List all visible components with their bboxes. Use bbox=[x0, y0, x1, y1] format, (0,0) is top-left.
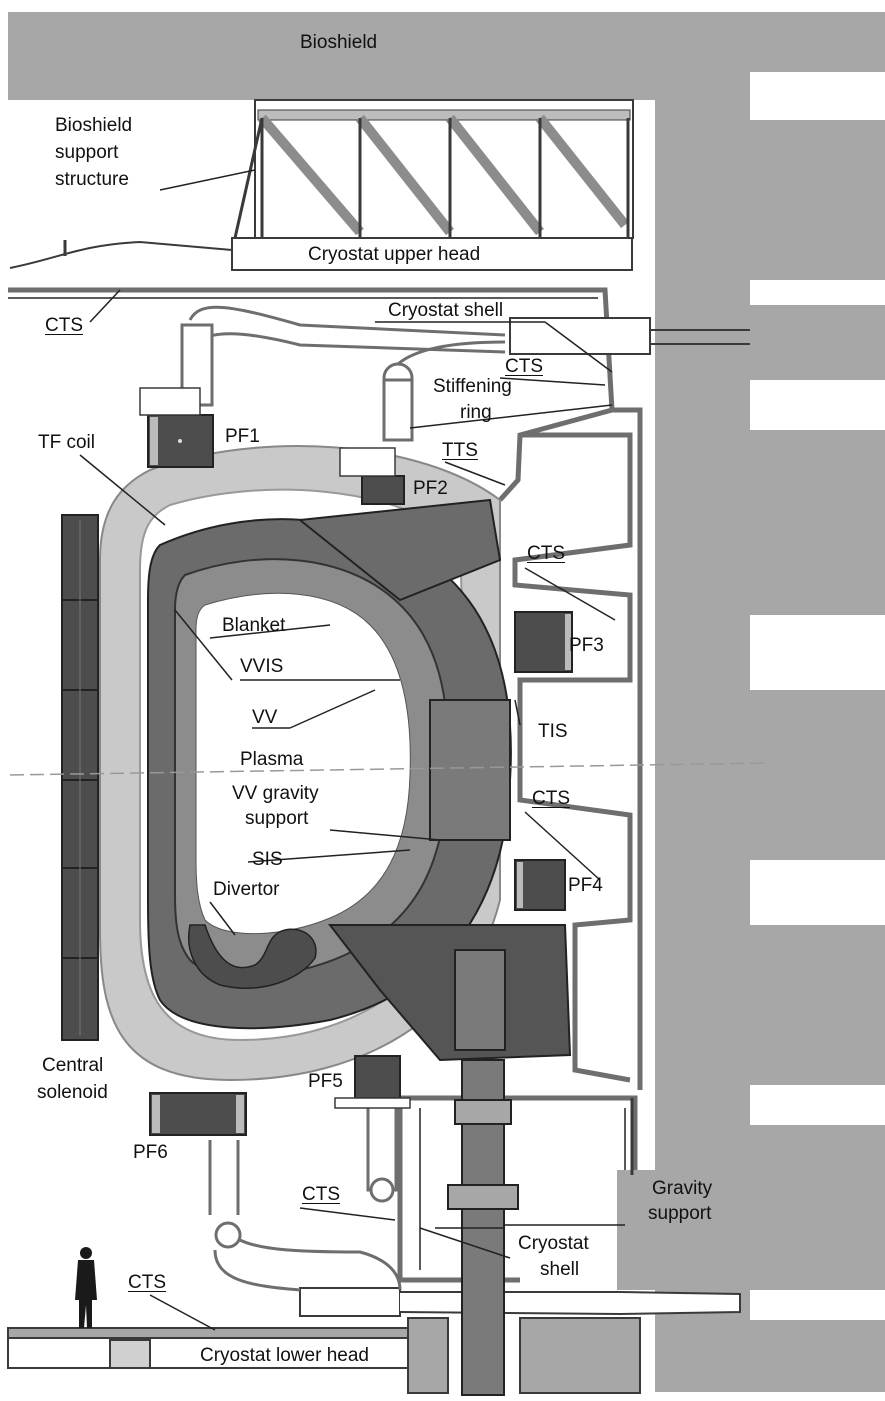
central-solenoid-stack bbox=[61, 514, 99, 1041]
label-tf-coil: TF coil bbox=[38, 432, 95, 453]
label-cryostat-shell-bottom-line1: Cryostat bbox=[518, 1233, 589, 1254]
label-bioshield-support-line2: support bbox=[55, 142, 119, 163]
upper-port-extension bbox=[297, 498, 502, 602]
label-central-solenoid-line2: solenoid bbox=[37, 1082, 108, 1103]
midplane-line bbox=[9, 762, 771, 776]
label-pf3: PF3 bbox=[569, 635, 604, 656]
label-pf1: PF1 bbox=[225, 426, 260, 447]
label-divertor: Divertor bbox=[213, 879, 280, 900]
label-vv: VV bbox=[252, 707, 278, 728]
label-pf5: PF5 bbox=[308, 1071, 343, 1092]
gravity-support-block bbox=[617, 1098, 657, 1290]
label-tts: TTS bbox=[442, 440, 478, 461]
label-cryostat-shell-top: Cryostat shell bbox=[388, 300, 504, 321]
label-stiffening-line2: ring bbox=[460, 402, 492, 423]
pf2-coil bbox=[339, 447, 405, 505]
leader-lines bbox=[79, 169, 625, 1331]
label-blanket: Blanket bbox=[222, 615, 286, 636]
label-cts-pf3: CTS bbox=[527, 543, 565, 564]
label-stiffening-line1: Stiffening bbox=[433, 376, 512, 397]
label-gravity-support-line1: Gravity bbox=[652, 1178, 713, 1199]
label-cts-top-right: CTS bbox=[505, 356, 543, 377]
label-vv-gravity-line2: support bbox=[245, 808, 309, 829]
label-central-solenoid-line1: Central bbox=[42, 1055, 104, 1076]
pf3-coil bbox=[514, 611, 573, 673]
label-sis: SIS bbox=[252, 849, 283, 870]
label-cts-pf4: CTS bbox=[532, 788, 570, 809]
label-pf4: PF4 bbox=[568, 875, 603, 896]
label-bioshield: Bioshield bbox=[300, 32, 378, 53]
plasma-region bbox=[195, 592, 411, 935]
lower-port-pipe bbox=[299, 1287, 741, 1317]
label-vv-gravity-line1: VV gravity bbox=[232, 783, 319, 804]
label-pf6: PF6 bbox=[133, 1142, 168, 1163]
label-cts-bottom-mid: CTS bbox=[302, 1184, 340, 1205]
pf4-coil bbox=[514, 859, 566, 911]
bioshield-structure bbox=[8, 12, 885, 1392]
label-plasma: Plasma bbox=[240, 749, 304, 770]
pf6-coil bbox=[149, 1092, 247, 1136]
pf1-coil bbox=[139, 387, 214, 468]
label-pf2: PF2 bbox=[413, 478, 448, 499]
human-figure-icon bbox=[75, 1247, 97, 1328]
pf5-coil bbox=[334, 1055, 411, 1109]
cryostat-upper-head-shape bbox=[9, 237, 633, 271]
label-bioshield-support-line3: structure bbox=[55, 169, 129, 190]
label-gravity-support-line2: support bbox=[648, 1203, 712, 1224]
label-cts-top-left: CTS bbox=[45, 315, 83, 336]
label-cryostat-upper-head: Cryostat upper head bbox=[308, 244, 481, 265]
label-bioshield-support-line1: Bioshield bbox=[55, 115, 133, 136]
feeder-pipes bbox=[180, 305, 506, 1292]
cryostat-shell-inner-line bbox=[8, 297, 626, 1270]
label-cryostat-lower-head: Cryostat lower head bbox=[200, 1345, 369, 1366]
equatorial-port bbox=[429, 699, 511, 841]
label-cryostat-shell-bottom-line2: shell bbox=[540, 1259, 580, 1280]
lower-port bbox=[327, 924, 572, 1062]
label-tis: TIS bbox=[538, 721, 568, 742]
label-cts-bottom-left: CTS bbox=[128, 1272, 166, 1293]
bioshield-support-truss bbox=[233, 99, 634, 239]
label-vvis: VVIS bbox=[240, 656, 284, 677]
divertor-shape bbox=[188, 924, 317, 989]
cryostat-lower-head-floor bbox=[7, 1317, 641, 1394]
